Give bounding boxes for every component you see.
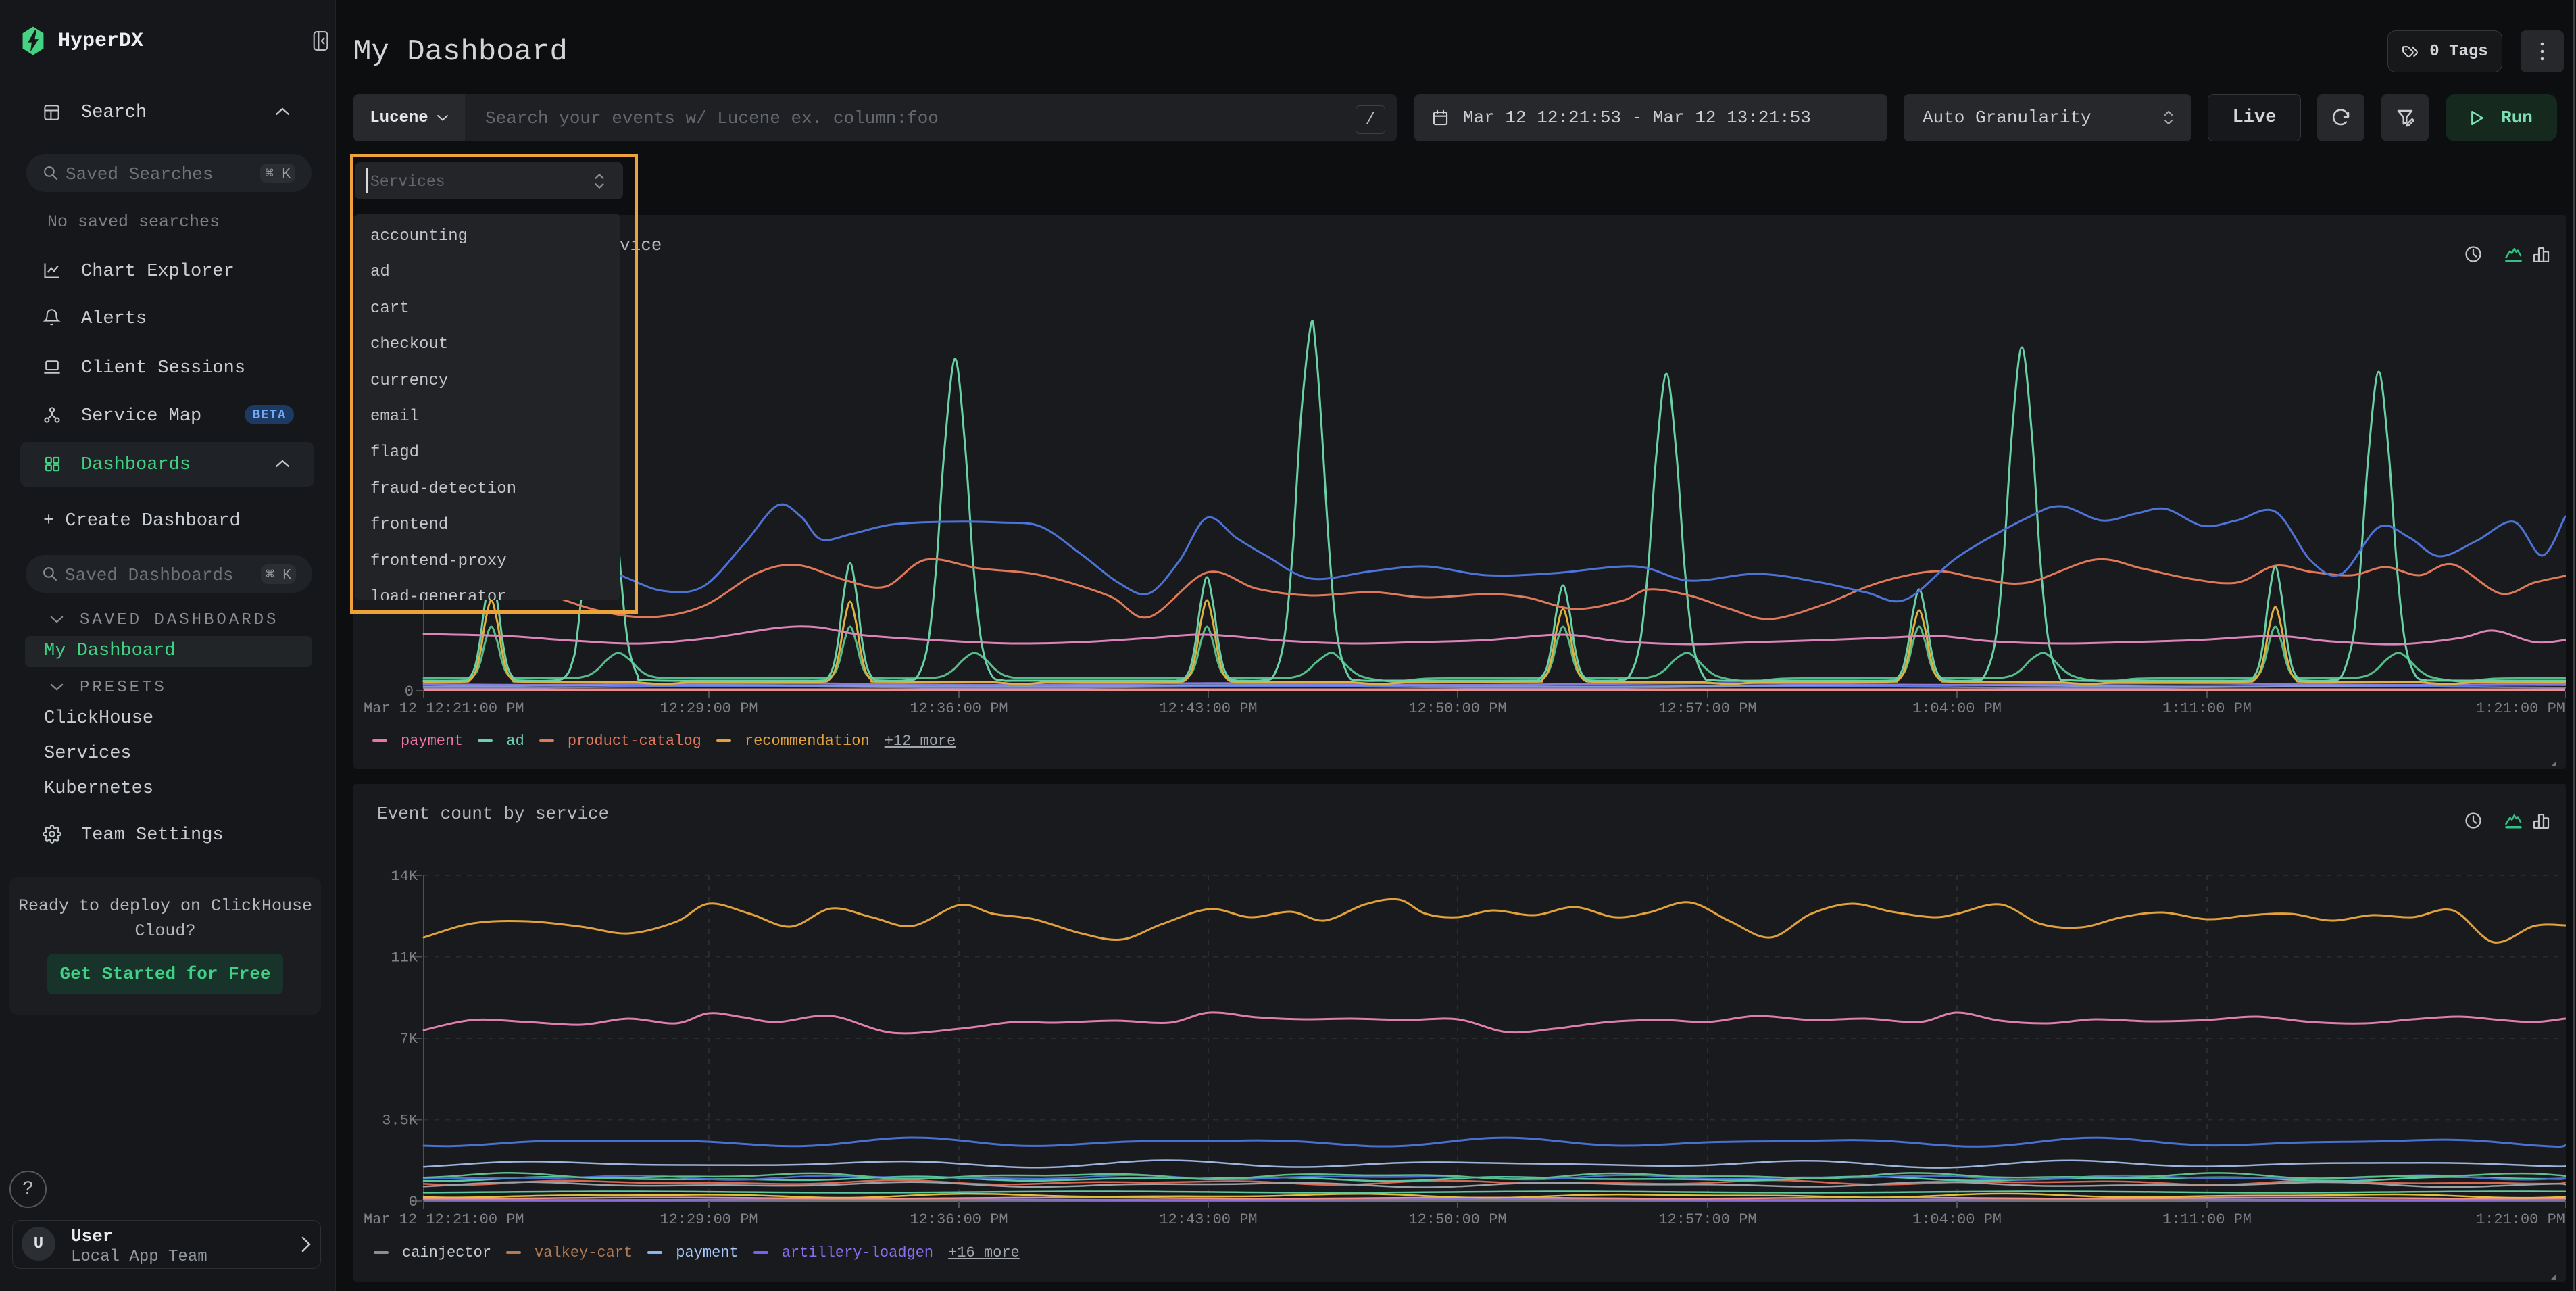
svg-text:12:29:00 PM: 12:29:00 PM xyxy=(660,700,758,717)
svg-text:12:57:00 PM: 12:57:00 PM xyxy=(1658,700,1756,717)
svg-text:3.5K: 3.5K xyxy=(382,1112,418,1129)
svg-text:1:21:00 PM: 1:21:00 PM xyxy=(2476,700,2565,717)
svg-text:Mar 12 12:21:00 PM: Mar 12 12:21:00 PM xyxy=(364,1211,524,1228)
svg-text:1:11:00 PM: 1:11:00 PM xyxy=(2162,700,2252,717)
svg-text:14K: 14K xyxy=(391,868,418,885)
svg-text:0: 0 xyxy=(409,1194,418,1211)
svg-text:1:04:00 PM: 1:04:00 PM xyxy=(1912,700,2002,717)
svg-text:12:36:00 PM: 12:36:00 PM xyxy=(910,1211,1008,1228)
svg-text:1:11:00 PM: 1:11:00 PM xyxy=(2162,1211,2252,1228)
svg-text:12:50:00 PM: 12:50:00 PM xyxy=(1408,700,1506,717)
svg-text:11K: 11K xyxy=(391,949,418,966)
svg-text:12:43:00 PM: 12:43:00 PM xyxy=(1159,1211,1257,1228)
svg-text:1:04:00 PM: 1:04:00 PM xyxy=(1912,1211,2002,1228)
svg-text:12:50:00 PM: 12:50:00 PM xyxy=(1408,1211,1506,1228)
svg-text:12:43:00 PM: 12:43:00 PM xyxy=(1159,700,1257,717)
svg-text:Mar 12 12:21:00 PM: Mar 12 12:21:00 PM xyxy=(364,700,524,717)
svg-text:12:29:00 PM: 12:29:00 PM xyxy=(660,1211,758,1228)
svg-text:12:36:00 PM: 12:36:00 PM xyxy=(910,700,1008,717)
svg-text:12:57:00 PM: 12:57:00 PM xyxy=(1658,1211,1756,1228)
svg-text:7K: 7K xyxy=(400,1031,418,1048)
svg-text:0: 0 xyxy=(405,683,414,700)
svg-text:1:21:00 PM: 1:21:00 PM xyxy=(2476,1211,2565,1228)
